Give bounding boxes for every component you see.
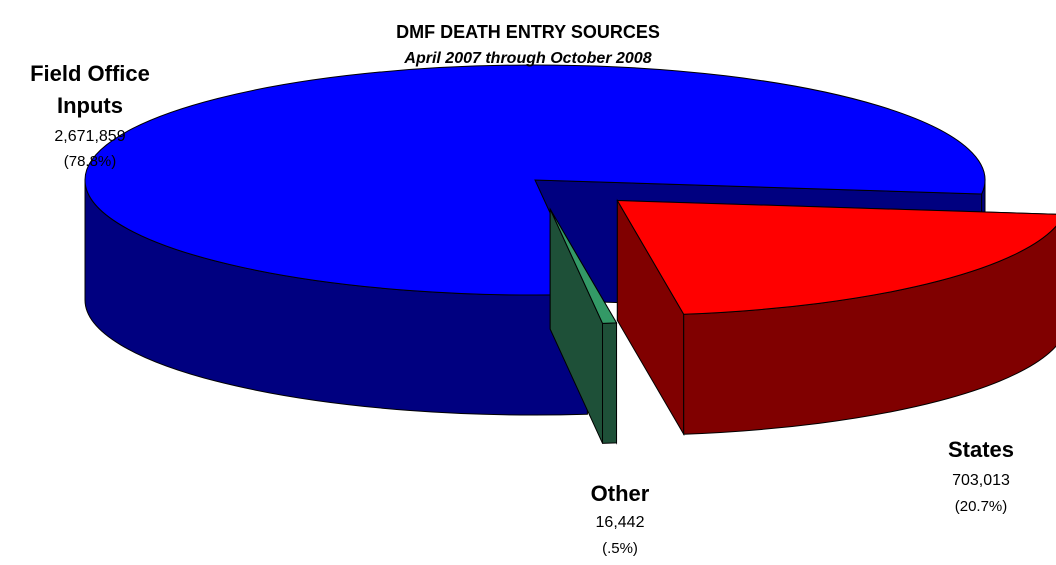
- percent-label: (20.7%): [954, 498, 1008, 515]
- category-label: Other: [590, 481, 650, 506]
- pie-side: [602, 322, 618, 444]
- chart-subtitle: April 2007 through October 2008: [404, 50, 652, 67]
- category-label: States: [947, 437, 1015, 462]
- pie-slice: [616, 199, 1056, 315]
- category-label: Field Office Inputs: [30, 61, 150, 118]
- value-label: 703,013: [952, 472, 1010, 489]
- value-label: 16,442: [595, 514, 645, 531]
- percent-label: (78.8%): [63, 153, 117, 170]
- percent-label: (.5%): [602, 540, 638, 557]
- pie-slice: [84, 64, 986, 296]
- value-label: 2,671,859: [54, 128, 126, 145]
- pie-slice: [549, 208, 618, 324]
- chart-title: DMF DEATH ENTRY SOURCES: [396, 22, 660, 42]
